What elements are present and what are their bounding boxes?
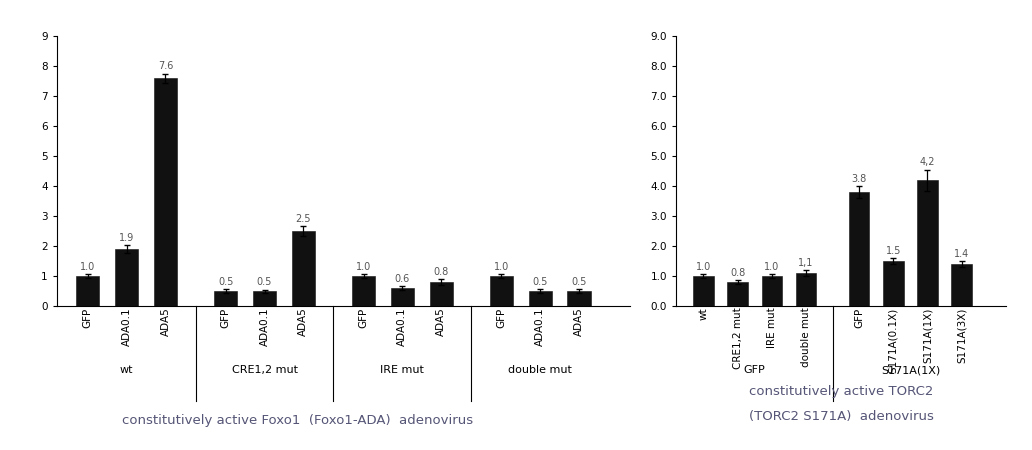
Text: 7.6: 7.6 bbox=[158, 61, 173, 72]
Bar bbox=[762, 276, 782, 306]
Bar bbox=[429, 282, 453, 306]
Text: 1,1: 1,1 bbox=[799, 258, 813, 268]
Text: 0.5: 0.5 bbox=[257, 277, 272, 288]
Bar bbox=[917, 180, 938, 306]
Bar bbox=[528, 291, 552, 306]
Text: 0.8: 0.8 bbox=[433, 267, 449, 277]
Text: 0.5: 0.5 bbox=[572, 277, 587, 287]
Text: 1.0: 1.0 bbox=[80, 261, 95, 271]
Text: 0.6: 0.6 bbox=[394, 274, 410, 284]
Text: 1.0: 1.0 bbox=[493, 261, 509, 271]
Text: (TORC2 S171A)  adenovirus: (TORC2 S171A) adenovirus bbox=[748, 410, 934, 423]
Text: 4,2: 4,2 bbox=[920, 158, 935, 167]
Text: 0.5: 0.5 bbox=[533, 277, 548, 287]
Text: 0.8: 0.8 bbox=[730, 268, 745, 278]
Bar bbox=[883, 261, 904, 306]
Text: 1.0: 1.0 bbox=[764, 261, 779, 271]
Bar bbox=[952, 264, 972, 306]
Text: 2.5: 2.5 bbox=[295, 213, 311, 224]
Text: 1.4: 1.4 bbox=[955, 249, 969, 259]
Bar bbox=[352, 276, 376, 306]
Text: constitutively active TORC2: constitutively active TORC2 bbox=[749, 385, 933, 398]
Text: double mut: double mut bbox=[509, 365, 572, 375]
Text: S171A(1X): S171A(1X) bbox=[880, 365, 940, 375]
Bar bbox=[694, 276, 713, 306]
Bar bbox=[292, 231, 315, 306]
Bar bbox=[214, 291, 237, 306]
Text: CRE1,2 mut: CRE1,2 mut bbox=[231, 365, 297, 375]
Text: 1.9: 1.9 bbox=[119, 233, 134, 243]
Text: 1.0: 1.0 bbox=[356, 261, 372, 271]
Bar bbox=[154, 78, 178, 306]
Bar bbox=[568, 291, 590, 306]
Text: 3.8: 3.8 bbox=[851, 174, 867, 184]
Bar bbox=[115, 249, 138, 306]
Text: GFP: GFP bbox=[744, 365, 766, 375]
Text: IRE mut: IRE mut bbox=[381, 365, 424, 375]
Bar bbox=[253, 291, 277, 306]
Text: 0.5: 0.5 bbox=[218, 277, 233, 287]
Text: 1.5: 1.5 bbox=[885, 246, 901, 256]
Bar bbox=[76, 276, 99, 306]
Bar bbox=[796, 273, 816, 306]
Bar bbox=[490, 276, 513, 306]
Text: constitutively active Foxo1  (Foxo1-ADA)  adenovirus: constitutively active Foxo1 (Foxo1-ADA) … bbox=[122, 414, 473, 427]
Bar bbox=[728, 282, 748, 306]
Text: wt: wt bbox=[120, 365, 133, 375]
Bar bbox=[848, 192, 869, 306]
Bar bbox=[391, 288, 414, 306]
Text: 1.0: 1.0 bbox=[696, 261, 711, 271]
